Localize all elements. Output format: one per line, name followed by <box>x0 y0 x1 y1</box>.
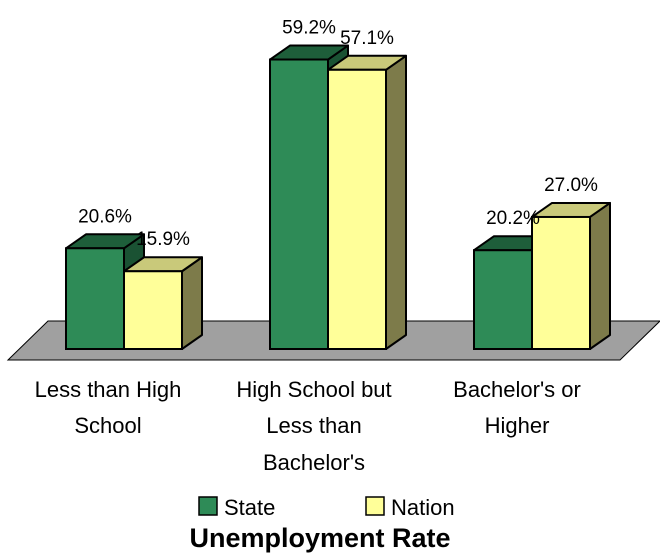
bar-front-face <box>123 270 183 350</box>
bar-side-face <box>181 256 203 350</box>
data-label-state-0: 20.6% <box>78 206 132 227</box>
chart-title: Unemployment Rate <box>189 523 450 553</box>
bar-front-face <box>531 215 591 350</box>
category-label-1-line-1: Less than <box>266 413 361 438</box>
bar-side-face <box>385 54 407 350</box>
bar-side-face <box>589 201 611 350</box>
bar-group <box>65 44 611 351</box>
category-label-1-line-0: High School but <box>236 377 391 402</box>
category-label-2-line-0: Bachelor's or <box>453 377 581 402</box>
category-label-2-line-1: Higher <box>485 413 550 438</box>
category-label-0-line-0: Less than High <box>35 377 182 402</box>
category-label-1-line-2: Bachelor's <box>263 450 365 475</box>
bar-front-face <box>269 58 329 351</box>
data-label-group: 20.6%15.9% 59.2% 57.1% 20.2%27.0% <box>78 18 598 251</box>
category-label-group: Less than High School High School but Less … <box>35 377 581 475</box>
data-label-state-2: 20.2% <box>486 208 540 229</box>
legend-label-state: State <box>224 495 275 520</box>
legend: State Nation <box>198 495 455 520</box>
legend-swatch-nation <box>365 496 385 516</box>
bar-nation-2 <box>531 201 611 350</box>
data-label-nation-1: 57.1% <box>340 28 394 49</box>
bar-front-face <box>65 247 125 351</box>
category-label-0-line-1: School <box>74 413 141 438</box>
legend-label-nation: Nation <box>391 495 455 520</box>
bar-front-face <box>473 249 533 350</box>
bar-nation-1 <box>327 54 407 350</box>
legend-swatch-state <box>198 496 218 516</box>
data-label-state-1: 59.2% <box>282 18 336 39</box>
bar-front-face <box>327 68 387 350</box>
data-label-nation-0: 15.9% <box>136 229 190 250</box>
data-label-nation-2: 27.0% <box>544 175 598 196</box>
bar-nation-0 <box>123 256 203 350</box>
